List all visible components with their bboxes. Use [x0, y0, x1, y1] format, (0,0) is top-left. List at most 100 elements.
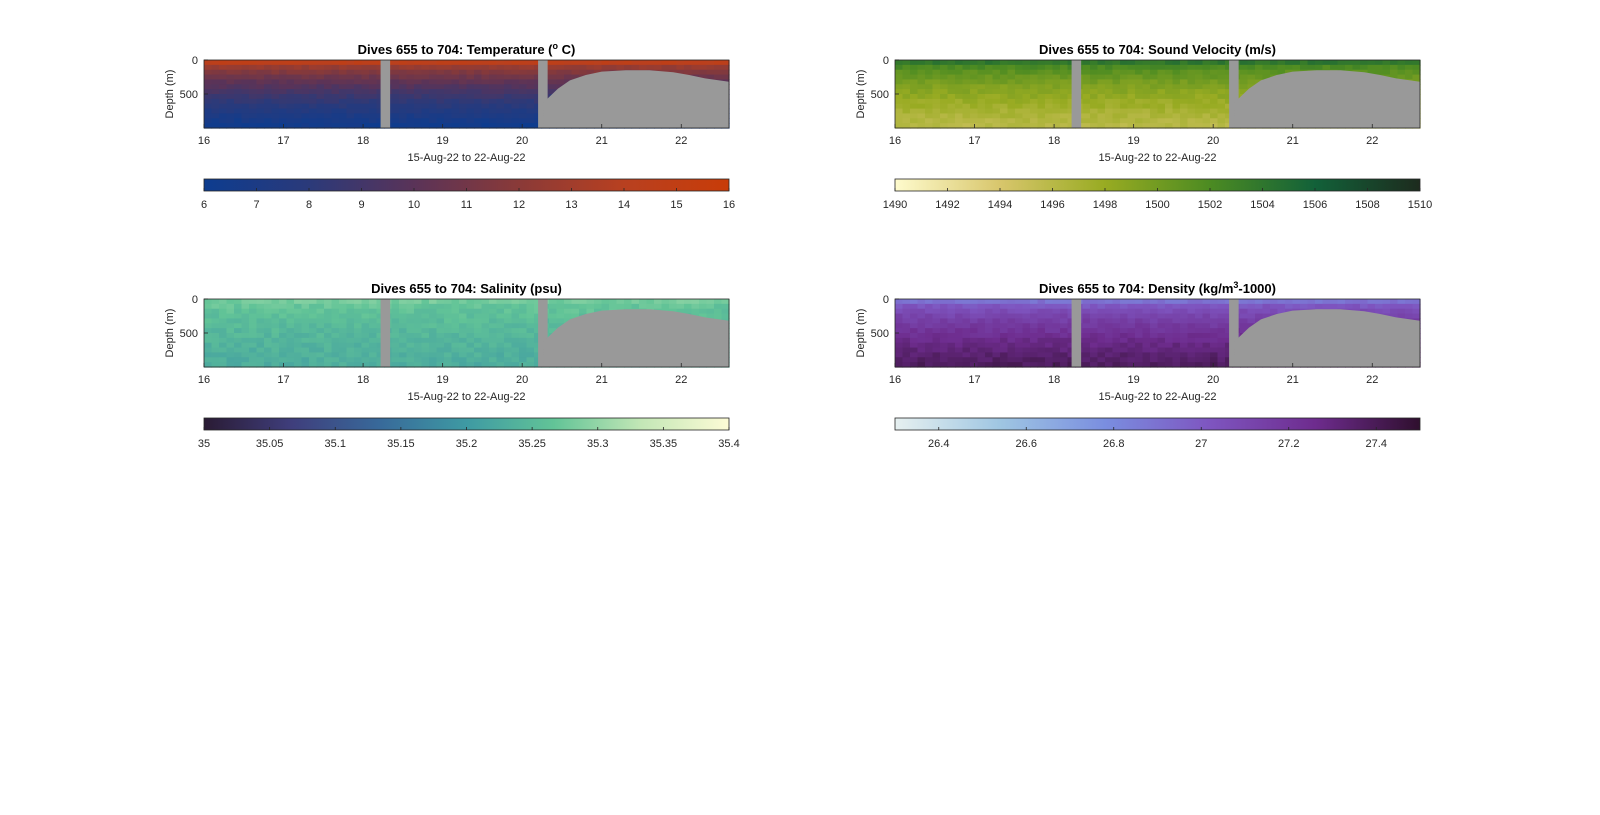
x-tick-label: 18 — [1048, 374, 1060, 386]
heatmap-cell — [910, 299, 919, 305]
heatmap-cell — [331, 98, 340, 105]
heatmap-cell — [1157, 98, 1166, 105]
heatmap-cell — [1007, 318, 1016, 324]
heatmap-cell — [496, 60, 505, 66]
heatmap-cell — [917, 308, 926, 315]
heatmap-cell — [279, 337, 288, 344]
heatmap-cell — [391, 79, 400, 85]
heatmap-cell — [1195, 84, 1204, 90]
heatmap-cell — [286, 64, 295, 71]
heatmap-cell — [234, 323, 243, 329]
heatmap-cell — [932, 323, 941, 329]
heatmap-cell — [1360, 64, 1369, 71]
heatmap-cell — [910, 98, 919, 105]
heatmap-cell — [1270, 299, 1279, 305]
heatmap-cell — [504, 308, 513, 315]
heatmap-cell — [219, 313, 228, 320]
heatmap-cell — [910, 64, 919, 71]
heatmap-cell — [910, 113, 919, 119]
heatmap-cell — [399, 299, 408, 305]
heatmap-cell — [1195, 357, 1204, 363]
heatmap-cell — [1187, 347, 1196, 354]
heatmap-cell — [902, 108, 911, 115]
heatmap-cell — [241, 318, 250, 324]
heatmap-cell — [279, 323, 288, 329]
heatmap-cell — [1210, 362, 1219, 368]
heatmap-cell — [226, 347, 235, 354]
heatmap-cell — [219, 64, 228, 71]
heatmap-cell — [316, 108, 325, 115]
heatmap-cell — [279, 118, 288, 124]
heatmap-cell — [339, 357, 348, 363]
heatmap-cell — [932, 60, 941, 66]
heatmap-cell — [429, 357, 438, 363]
heatmap-cell — [917, 357, 926, 363]
heatmap-cell — [489, 113, 498, 119]
heatmap-cell — [331, 342, 340, 349]
colorbar-tick-label: 35.3 — [587, 438, 608, 450]
heatmap-cell — [264, 362, 273, 368]
heatmap-cell — [1090, 89, 1099, 95]
heatmap-cell — [271, 357, 280, 363]
heatmap-cell — [977, 64, 986, 71]
y-tick-label: 0 — [192, 55, 198, 67]
heatmap-cell — [399, 113, 408, 119]
heatmap-cell — [721, 303, 730, 310]
heatmap-cell — [316, 342, 325, 349]
heatmap-cell — [1097, 79, 1106, 85]
heatmap-cell — [1195, 347, 1204, 354]
heatmap-cell — [474, 352, 483, 358]
heatmap-cell — [271, 94, 280, 100]
heatmap-cell — [301, 362, 310, 368]
heatmap-cell — [466, 299, 475, 305]
heatmap-cell — [1120, 113, 1129, 119]
heatmap-cell — [324, 328, 333, 334]
heatmap-cell — [1090, 303, 1099, 310]
heatmap-cell — [279, 79, 288, 85]
heatmap-cell — [466, 313, 475, 320]
heatmap-cell — [436, 89, 445, 95]
colorbar-tick-label: 1490 — [883, 199, 907, 211]
colorbar-tick-label: 27 — [1195, 438, 1207, 450]
heatmap-cell — [1157, 352, 1166, 358]
heatmap-cell — [474, 318, 483, 324]
heatmap-cell — [1007, 342, 1016, 349]
heatmap-cell — [1097, 313, 1106, 320]
heatmap-cell — [451, 347, 460, 354]
heatmap-cell — [534, 337, 543, 344]
heatmap-cell — [985, 347, 994, 354]
heatmap-cell — [286, 352, 295, 358]
heatmap-cell — [339, 333, 348, 339]
heatmap-cell — [1210, 313, 1219, 320]
heatmap-cell — [286, 308, 295, 315]
heatmap-cell — [369, 113, 378, 119]
heatmap-cell — [391, 64, 400, 71]
heatmap-cell — [947, 64, 956, 71]
heatmap-cell — [346, 303, 355, 310]
heatmap-cell — [1045, 84, 1054, 90]
heatmap-cell — [376, 64, 385, 71]
heatmap-cell — [459, 123, 468, 129]
heatmap-cell — [586, 64, 595, 71]
heatmap-cell — [1247, 60, 1256, 66]
heatmap-cell — [526, 60, 535, 66]
heatmap-cell — [301, 299, 310, 305]
heatmap-cell — [496, 84, 505, 90]
heatmap-cell — [451, 318, 460, 324]
heatmap-cell — [895, 74, 904, 81]
heatmap-cell — [902, 118, 911, 124]
heatmap-cell — [511, 69, 520, 76]
heatmap-cell — [241, 69, 250, 76]
heatmap-cell — [1172, 333, 1181, 339]
heatmap-cell — [294, 357, 303, 363]
heatmap-cell — [264, 352, 273, 358]
heatmap-cell — [1360, 60, 1369, 66]
heatmap-cell — [474, 60, 483, 66]
heatmap-cell — [1187, 303, 1196, 310]
heatmap-cell — [1157, 323, 1166, 329]
heatmap-cell — [895, 357, 904, 363]
heatmap-cell — [1030, 357, 1039, 363]
heatmap-cell — [369, 323, 378, 329]
heatmap-cell — [369, 357, 378, 363]
heatmap-cell — [346, 333, 355, 339]
